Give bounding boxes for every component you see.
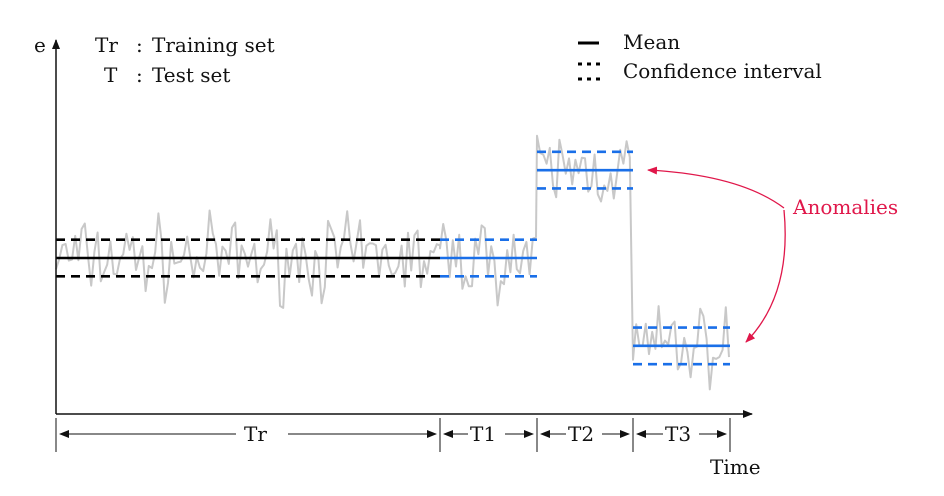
legend-symbol-training: Tr (95, 33, 118, 57)
signal-traces (55, 134, 730, 391)
anomaly-arrow-lower (745, 209, 786, 343)
t3-period-label: T3 (665, 422, 691, 446)
legend-abbreviations: Tr : Training set T : Test set (95, 33, 275, 87)
anomaly-annotation: Anomalies (647, 166, 898, 343)
legend-text-test: Test set (152, 63, 230, 87)
y-axis-label: e (34, 33, 46, 57)
period-dimensions: Tr T1 T2 T3 (55, 418, 731, 452)
legend-text-training: Training set (152, 33, 275, 57)
anomaly-arrow-upper (647, 166, 785, 209)
t2-period-label: T2 (568, 422, 594, 446)
legend-symbol-test: T (104, 63, 118, 87)
x-axis-label: Time (710, 455, 761, 479)
anomalies-label: Anomalies (792, 195, 898, 219)
train-period-label: Tr (244, 422, 267, 446)
legend-line-styles: Mean Confidence interval (578, 30, 822, 83)
legend-separator-training: : (136, 33, 143, 57)
level-lines (56, 150, 730, 366)
t1-period-label: T1 (470, 422, 496, 446)
legend-separator-test: : (136, 63, 143, 87)
legend-confidence-text: Confidence interval (623, 59, 822, 83)
legend-mean-text: Mean (623, 30, 680, 54)
signal-line (55, 134, 730, 391)
